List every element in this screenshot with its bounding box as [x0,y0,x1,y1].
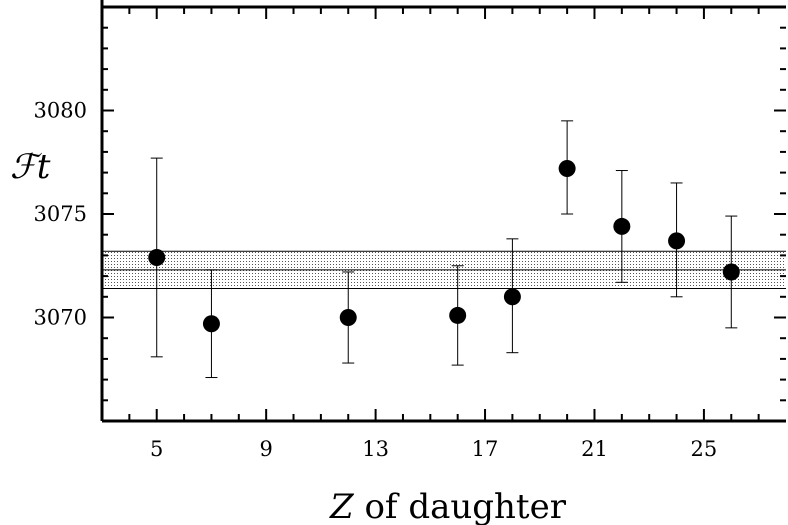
data-point [613,217,631,235]
x-tick-label: 9 [259,437,272,461]
x-tick-label: 17 [472,437,499,461]
data-points [148,159,740,333]
x-tick-label: 25 [691,437,718,461]
x-tick-label: 21 [581,437,608,461]
x-axis-label-variable: Z [329,487,355,525]
x-axis-label-text: of daughter [354,487,567,525]
axis-ticks [102,7,786,421]
y-axis-label: ℱt [10,147,51,187]
data-point [449,306,467,324]
x-axis-label: Z of daughter [329,487,567,525]
data-point [668,232,686,250]
data-point [722,263,740,281]
x-tick-label: 13 [362,437,389,461]
average-band [102,250,786,290]
error-bars [150,120,738,379]
data-point [339,309,357,326]
data-point [503,288,521,306]
plot-frame [100,0,786,423]
x-tick-label: 5 [150,437,163,461]
data-point [148,248,166,266]
y-tick-label: 3080 [34,99,87,123]
tick-labels: 5 9 13 17 21 25 3070 3075 3080 [34,99,718,462]
data-point [202,315,220,333]
y-tick-label: 3070 [34,306,87,330]
y-tick-label: 3075 [34,202,87,226]
data-point [558,159,576,177]
